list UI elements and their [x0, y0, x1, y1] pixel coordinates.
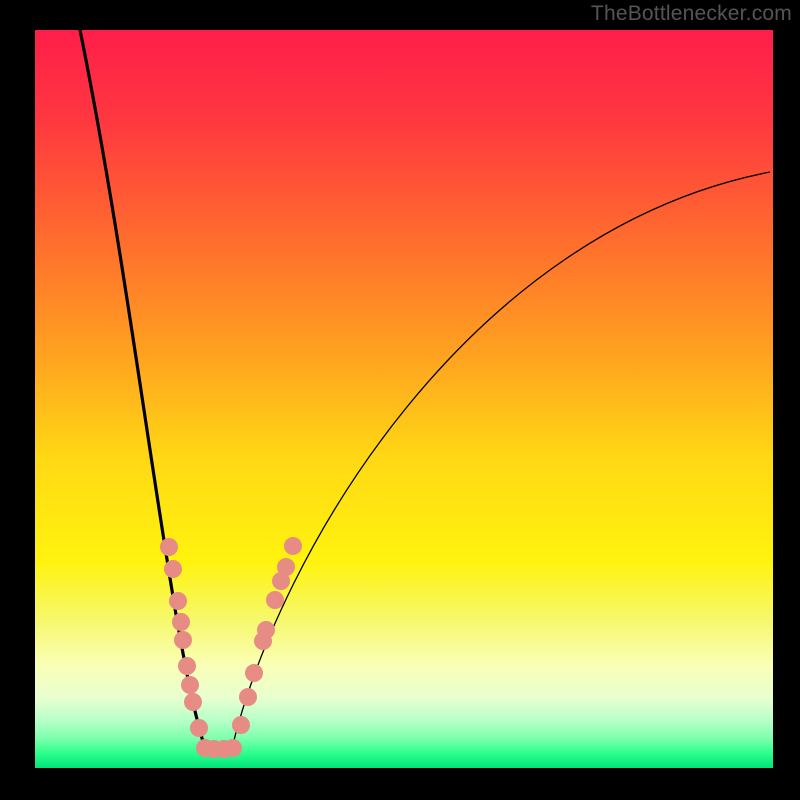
gradient-background	[35, 30, 773, 768]
data-marker	[224, 739, 242, 757]
data-marker	[266, 591, 284, 609]
data-marker	[164, 560, 182, 578]
data-marker	[284, 537, 302, 555]
data-marker	[277, 558, 295, 576]
data-marker	[184, 693, 202, 711]
data-marker	[239, 688, 257, 706]
bottleneck-curve-chart	[0, 0, 800, 800]
data-marker	[245, 664, 263, 682]
watermark-text: TheBottlenecker.com	[591, 2, 792, 26]
data-marker	[172, 613, 190, 631]
data-marker	[232, 716, 250, 734]
data-marker	[169, 592, 187, 610]
data-marker	[174, 631, 192, 649]
data-marker	[190, 719, 208, 737]
data-marker	[160, 538, 178, 556]
data-marker	[257, 621, 275, 639]
data-marker	[181, 676, 199, 694]
data-marker	[178, 657, 196, 675]
chart-canvas: TheBottlenecker.com	[0, 0, 800, 800]
